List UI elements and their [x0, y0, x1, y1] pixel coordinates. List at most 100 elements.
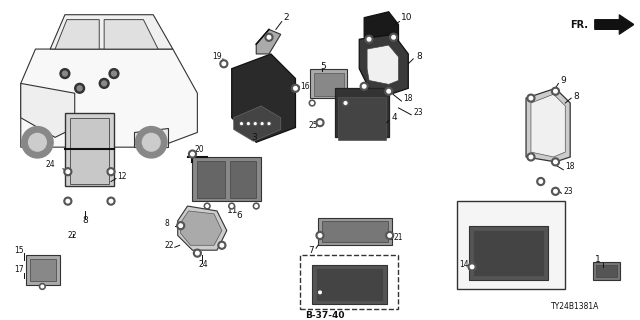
Circle shape — [261, 123, 263, 124]
Text: 16: 16 — [300, 82, 310, 91]
Polygon shape — [526, 88, 570, 162]
Circle shape — [254, 123, 256, 124]
Circle shape — [268, 123, 270, 124]
Text: 17: 17 — [14, 265, 24, 274]
Text: 1: 1 — [595, 255, 600, 265]
Circle shape — [265, 33, 273, 41]
Circle shape — [179, 224, 182, 228]
Text: 13: 13 — [497, 236, 508, 245]
Circle shape — [318, 121, 322, 124]
Polygon shape — [178, 206, 227, 250]
Polygon shape — [232, 54, 296, 142]
Circle shape — [41, 285, 44, 288]
Circle shape — [189, 150, 196, 158]
Text: FR.: FR. — [570, 20, 588, 29]
Circle shape — [220, 60, 228, 68]
Circle shape — [468, 263, 476, 271]
Bar — [230, 161, 256, 198]
Circle shape — [253, 203, 259, 209]
Circle shape — [220, 244, 223, 247]
Circle shape — [111, 71, 116, 76]
Circle shape — [253, 122, 257, 125]
Polygon shape — [55, 20, 99, 49]
Bar — [338, 97, 386, 140]
Polygon shape — [234, 106, 281, 141]
Polygon shape — [50, 15, 173, 49]
Circle shape — [365, 35, 373, 43]
Text: 4: 4 — [392, 113, 397, 122]
Polygon shape — [531, 94, 565, 157]
Bar — [458, 201, 565, 289]
Polygon shape — [134, 128, 168, 147]
Circle shape — [222, 62, 226, 66]
Text: 12: 12 — [117, 172, 127, 181]
Bar — [593, 262, 620, 280]
Circle shape — [228, 203, 235, 209]
Bar — [312, 265, 387, 304]
Circle shape — [362, 84, 366, 88]
Circle shape — [360, 83, 368, 90]
Text: 18: 18 — [403, 94, 413, 103]
Text: 6: 6 — [237, 211, 243, 220]
Text: 24: 24 — [198, 260, 208, 269]
Circle shape — [387, 90, 390, 93]
Text: 14: 14 — [460, 260, 469, 269]
Circle shape — [527, 94, 535, 102]
Text: 2: 2 — [284, 13, 289, 22]
Circle shape — [319, 291, 321, 294]
Circle shape — [193, 249, 202, 257]
Polygon shape — [256, 29, 281, 54]
Bar — [310, 69, 348, 98]
Circle shape — [66, 199, 70, 203]
Circle shape — [75, 84, 84, 93]
Text: 3: 3 — [252, 133, 257, 142]
Circle shape — [204, 203, 210, 209]
Bar — [316, 268, 383, 301]
Circle shape — [64, 197, 72, 205]
Polygon shape — [367, 45, 399, 84]
Polygon shape — [104, 20, 158, 49]
Bar — [335, 88, 388, 137]
Circle shape — [292, 84, 300, 92]
Circle shape — [268, 36, 271, 39]
Circle shape — [177, 222, 184, 229]
Text: 19: 19 — [212, 52, 221, 61]
Text: 8: 8 — [165, 219, 170, 228]
Circle shape — [267, 122, 271, 125]
Circle shape — [529, 155, 532, 159]
Polygon shape — [359, 34, 408, 93]
Circle shape — [60, 69, 70, 78]
Circle shape — [206, 205, 209, 207]
Circle shape — [255, 205, 257, 207]
Bar — [596, 265, 618, 277]
Circle shape — [77, 86, 82, 91]
Circle shape — [317, 289, 323, 295]
Circle shape — [470, 265, 474, 268]
Bar — [314, 73, 344, 96]
Text: 9: 9 — [561, 76, 566, 85]
Circle shape — [554, 189, 557, 193]
Bar — [197, 161, 225, 198]
Circle shape — [143, 133, 160, 151]
Circle shape — [529, 96, 532, 100]
Text: 11: 11 — [227, 206, 238, 215]
Circle shape — [388, 234, 392, 237]
Circle shape — [246, 122, 250, 125]
Circle shape — [342, 100, 348, 106]
Circle shape — [63, 71, 67, 76]
Circle shape — [554, 160, 557, 164]
Polygon shape — [595, 15, 634, 34]
Circle shape — [40, 284, 45, 289]
Text: B-37-40: B-37-40 — [305, 311, 345, 320]
Circle shape — [66, 170, 70, 173]
Text: 24: 24 — [45, 160, 55, 169]
Circle shape — [136, 127, 167, 158]
Circle shape — [367, 37, 371, 41]
Circle shape — [107, 197, 115, 205]
Text: 22: 22 — [165, 241, 175, 250]
Circle shape — [294, 86, 297, 90]
Text: 23: 23 — [413, 108, 423, 117]
Circle shape — [109, 199, 113, 203]
Circle shape — [316, 232, 324, 239]
Circle shape — [392, 36, 396, 39]
